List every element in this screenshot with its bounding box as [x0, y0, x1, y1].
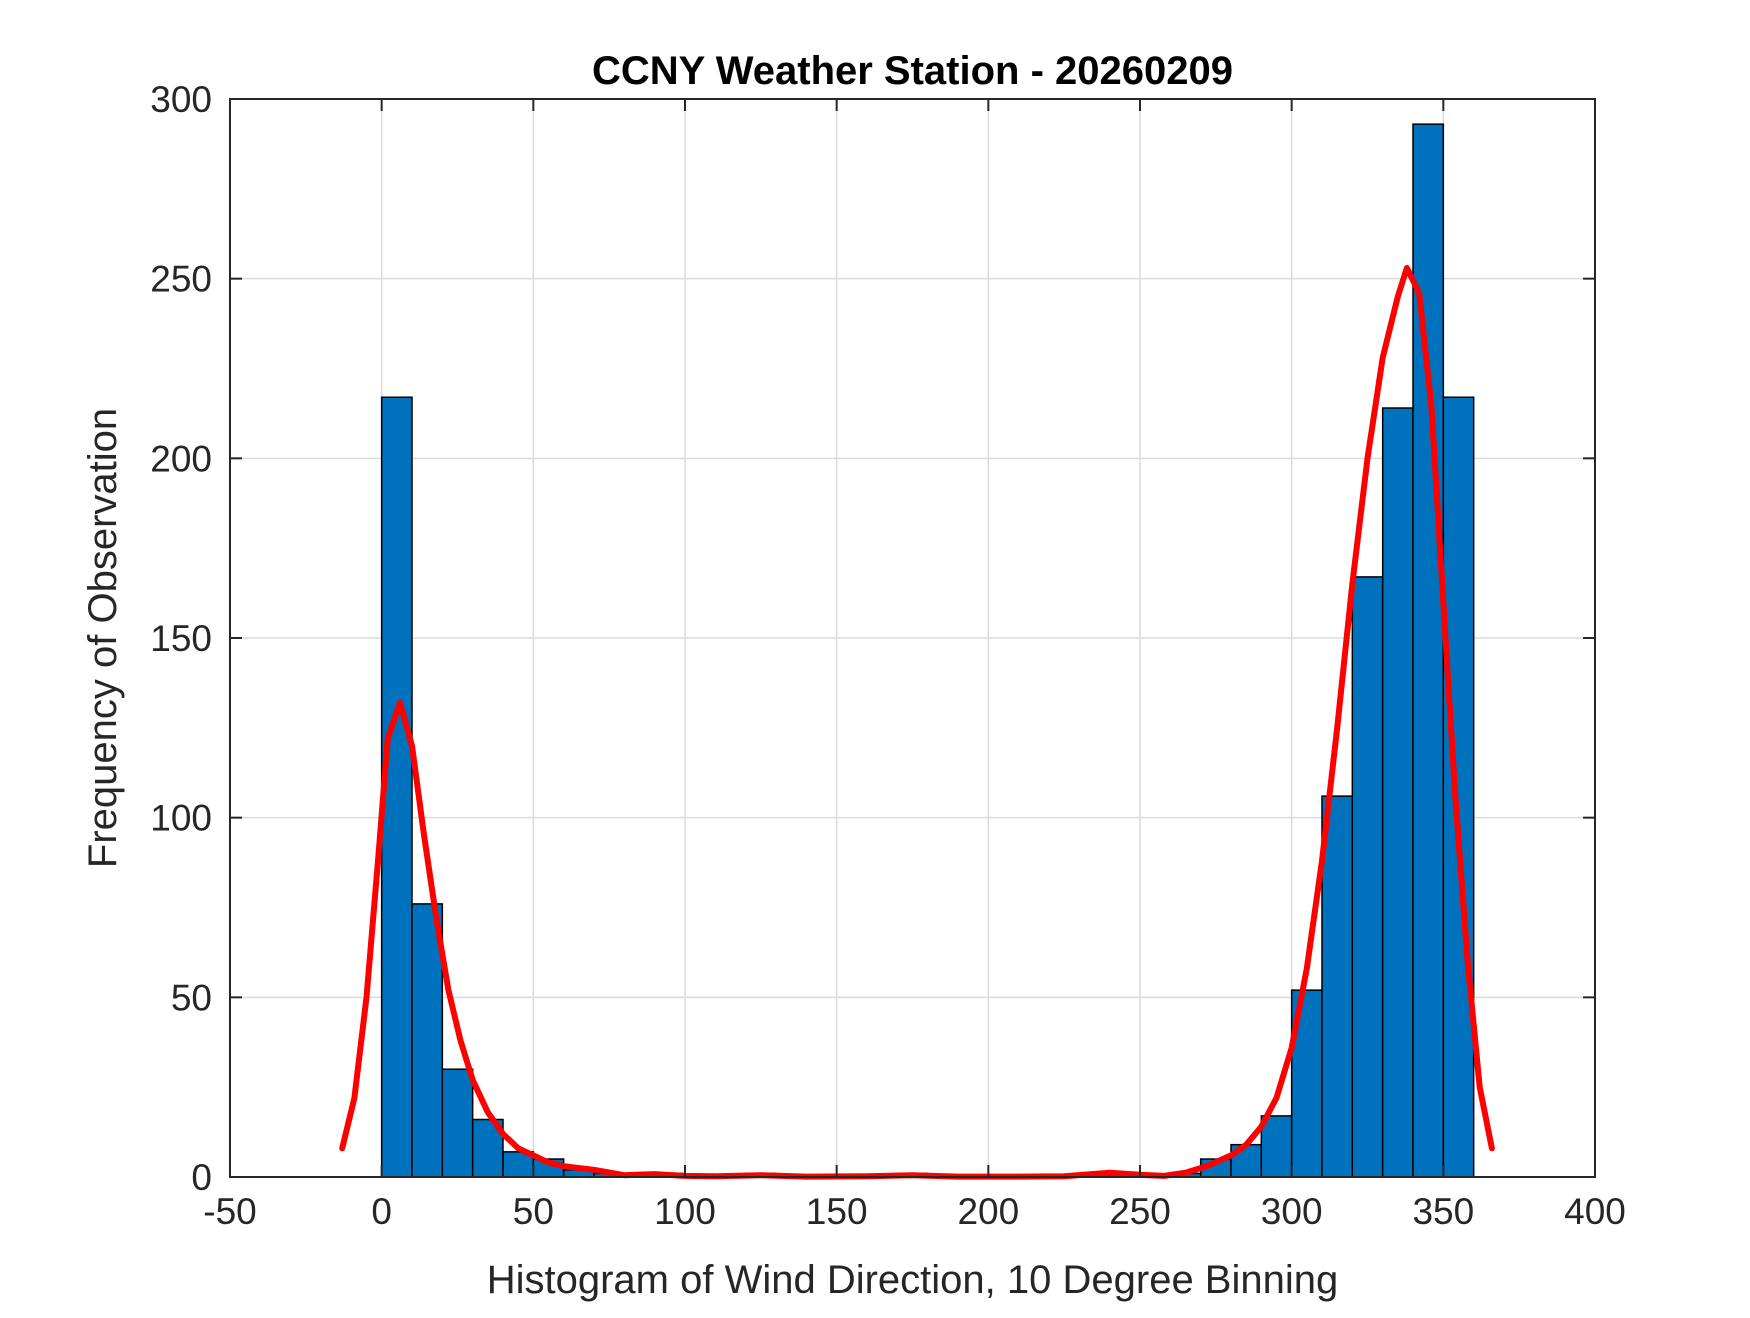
y-tick-label: 200 — [150, 438, 212, 479]
x-tick-label: 200 — [957, 1191, 1019, 1232]
histogram-bars — [380, 123, 1475, 1178]
x-tick-label: 350 — [1412, 1191, 1474, 1232]
x-tick-label: -50 — [203, 1191, 256, 1232]
histogram-bar — [1381, 407, 1414, 1178]
x-axis-label: Histogram of Wind Direction, 10 Degree B… — [487, 1258, 1339, 1302]
chart-title: CCNY Weather Station - 20260209 — [592, 49, 1233, 93]
histogram-bar — [1442, 396, 1475, 1178]
y-tick-label: 250 — [150, 259, 212, 300]
histogram-bar — [1412, 123, 1445, 1178]
histogram-bar — [411, 903, 444, 1178]
x-tick-label: 400 — [1564, 1191, 1626, 1232]
x-tick-label: 50 — [513, 1191, 554, 1232]
tick-labels: -50 0 50 100 150 200 250 300 350 4000501001502002… — [150, 79, 1626, 1232]
y-tick-label: 100 — [150, 798, 212, 839]
x-tick-label: 250 — [1109, 1191, 1171, 1232]
x-tick-label: 300 — [1261, 1191, 1323, 1232]
y-axis-label: Frequency of Observation — [81, 408, 125, 868]
y-tick-label: 50 — [171, 977, 212, 1018]
histogram-bar — [441, 1068, 474, 1178]
axes-frame — [229, 98, 1596, 1178]
x-tick-label: 100 — [654, 1191, 716, 1232]
x-tick-label: 150 — [806, 1191, 868, 1232]
y-tick-label: 0 — [191, 1157, 212, 1198]
histogram-bar — [1260, 1115, 1293, 1178]
y-tick-label: 300 — [150, 79, 212, 120]
histogram-bar — [1321, 795, 1354, 1178]
y-tick-label: 150 — [150, 618, 212, 659]
x-tick-label: 0 — [371, 1191, 392, 1232]
histogram-bar — [1351, 576, 1384, 1178]
